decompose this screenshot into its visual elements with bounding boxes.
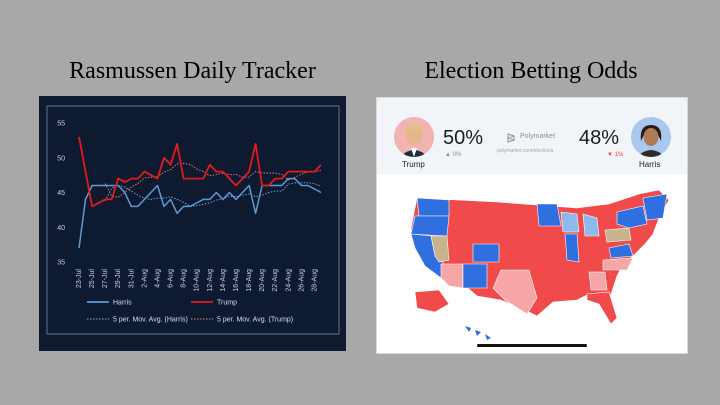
harris-name: Harris [639,160,661,169]
x-tick-label-29-Jul: 29-Jul [115,269,122,289]
map-state-hi [465,326,491,340]
map-state-ak [414,289,450,313]
y-tick-label-45: 45 [57,190,65,197]
harris-change: ▼ 1% [607,152,624,158]
x-tick-label-10-Aug: 10-Aug [194,269,201,292]
odds-header: Trump 50% ▲ 0% Polymarket polymarket.com… [377,98,687,174]
map-state-ga [588,271,608,291]
legend-label-3: 5 per. Mov. Avg. (Trump) [217,317,293,324]
trump-name: Trump [402,160,425,169]
map-state-co [472,243,500,263]
chart-frame [46,105,340,335]
left-heading: Rasmussen Daily Tracker [69,58,316,84]
x-tick-label-22-Aug: 22-Aug [272,269,279,292]
legend-label-2: 5 per. Mov. Avg. (Harris) [113,317,188,324]
series-line-5-per-mov-avg-trump- [104,162,322,198]
series-line-trump [78,136,322,208]
x-tick-label-4-Aug: 4-Aug [154,269,161,288]
harris-portrait-icon [631,117,671,157]
y-tick-label-55: 55 [57,121,65,128]
harris-percentage: 48% [579,127,620,149]
x-tick-label-28-Aug: 28-Aug [311,269,318,292]
map-state-pa [604,227,632,243]
legend-label-0: Harris [113,300,132,307]
x-tick-label-23-Jul: 23-Jul [76,269,83,289]
map-state-ny [616,205,648,229]
x-tick-label-18-Aug: 18-Aug [246,269,253,292]
map-state-mn [536,203,562,227]
x-tick-label-16-Aug: 16-Aug [233,269,240,292]
x-tick-label-27-Jul: 27-Jul [102,269,109,289]
right-heading: Election Betting Odds [424,58,638,84]
map-state-va [608,243,634,259]
harris-avatar [631,117,671,157]
series-line-5-per-mov-avg-harris- [104,182,322,207]
y-tick-label-50: 50 [57,155,65,162]
trump-percentage: 50% [443,127,484,149]
y-tick-label-35: 35 [57,260,65,267]
home-indicator [477,344,587,347]
x-tick-label-24-Aug: 24-Aug [285,269,292,292]
x-tick-label-6-Aug: 6-Aug [168,269,175,288]
map-state-nm [462,263,488,289]
map-state-az [440,263,464,289]
map-state-ne [642,193,668,221]
legend-label-1: Trump [217,300,237,307]
map-state-fl [586,291,618,325]
x-tick-label-31-Jul: 31-Jul [128,269,135,289]
map-state-il [564,233,580,263]
y-axis: 35 40 45 50 55 [57,121,65,267]
rasmussen-chart: 35 40 45 50 55 23-Jul 25-Jul 27-Jul 29-Jul 31-Ju… [39,96,346,351]
map-state-wa [416,197,450,217]
series-line-harris [78,177,322,249]
map-state-wi [560,211,580,233]
series-lines [78,136,322,249]
x-tick-label-26-Aug: 26-Aug [298,269,305,292]
map-state-nc [602,257,634,271]
map-state-tx [492,269,538,315]
x-tick-label-2-Aug: 2-Aug [141,269,148,288]
trump-change: ▲ 0% [445,152,462,158]
x-tick-label-8-Aug: 8-Aug [181,269,188,288]
betting-odds-panel: Trump 50% ▲ 0% Polymarket polymarket.com… [376,97,688,354]
x-tick-label-12-Aug: 12-Aug [207,269,214,292]
polymarket-url[interactable]: polymarket.com/elections [497,148,554,154]
map-state-mi [582,213,600,237]
x-tick-label-25-Jul: 25-Jul [89,269,96,289]
x-axis: 23-Jul 25-Jul 27-Jul 29-Jul 31-Jul 2-Aug 4-Aug… [76,269,318,292]
polymarket-label: Polymarket [520,133,556,140]
map-state-or [410,215,450,237]
chart-canvas: 35 40 45 50 55 23-Jul 25-Jul 27-Jul 29-Jul 31-Ju… [46,105,340,335]
chart-legend: Harris Trump 5 per. Mov. Avg. (Harris) 5 pe… [87,300,293,324]
y-tick-label-40: 40 [57,225,65,232]
x-tick-label-20-Aug: 20-Aug [259,269,266,292]
electoral-map [410,189,670,340]
trump-avatar [394,117,434,157]
map-state-nv [430,235,450,263]
x-tick-label-14-Aug: 14-Aug [220,269,227,292]
polymarket-logo-icon [507,133,515,143]
trump-portrait-icon [394,117,434,157]
